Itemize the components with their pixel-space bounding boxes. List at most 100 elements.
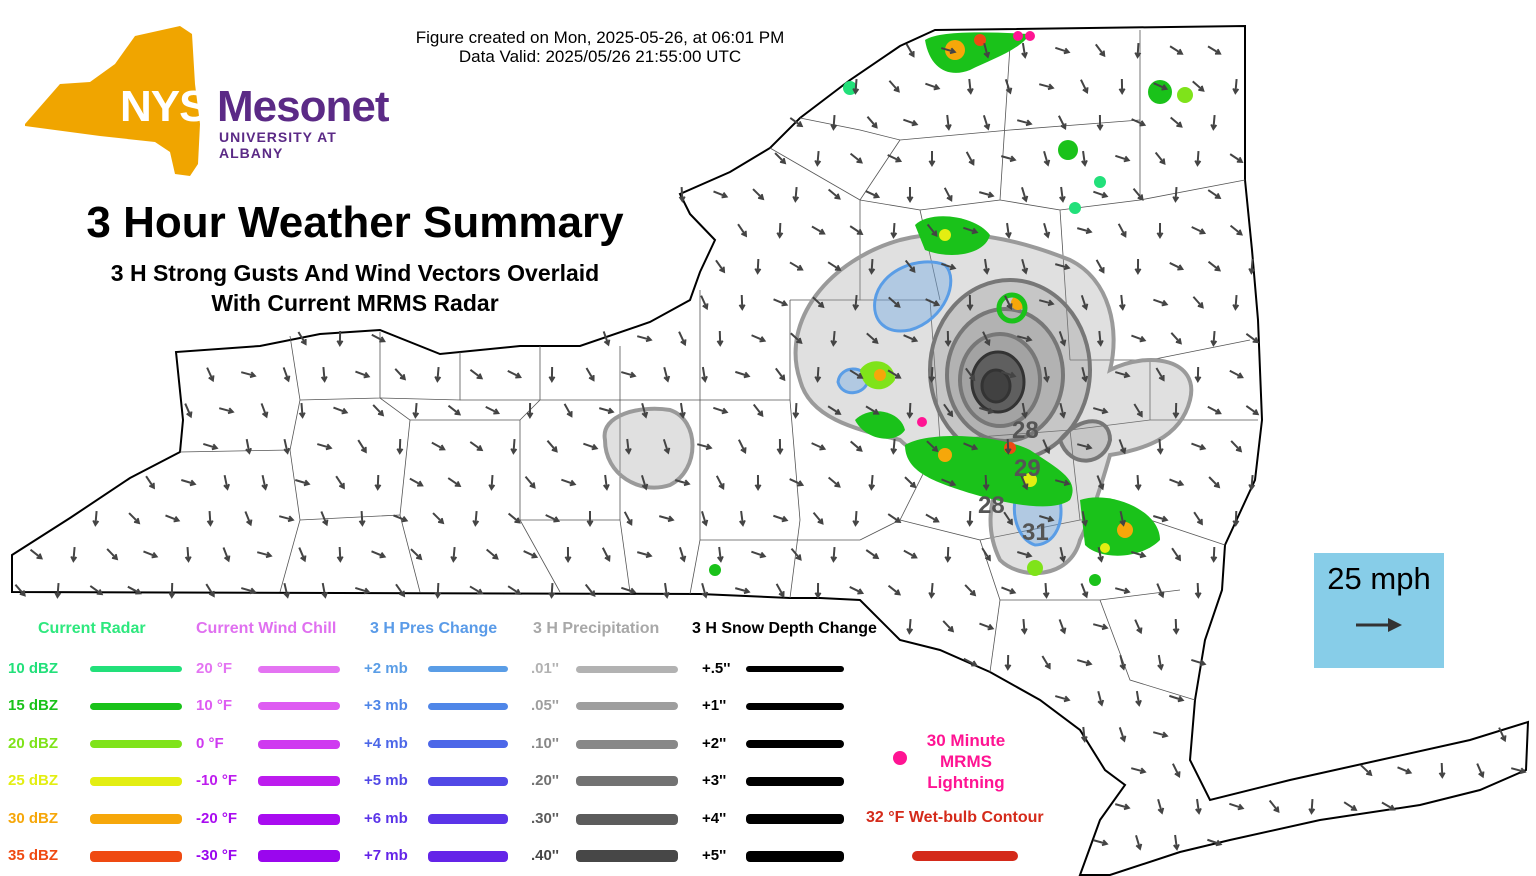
wind-vector-arrow (282, 367, 291, 383)
wind-vector-arrow (737, 439, 747, 455)
nys-state-shape-icon (25, 26, 200, 176)
wind-vector-arrow (906, 402, 914, 419)
wind-vector-arrow (203, 442, 219, 451)
wind-vector-arrow (701, 366, 708, 383)
wind-vector-arrow (548, 366, 556, 383)
wind-vector-arrow (434, 366, 442, 383)
wind-vector-arrow (906, 186, 914, 203)
wind-vector-arrow (696, 443, 713, 451)
wind-vector-arrow (1057, 115, 1067, 130)
wind-vector-arrow (1191, 442, 1207, 451)
wind-vector-arrow (662, 439, 671, 455)
wind-vector-arrow (1210, 330, 1218, 347)
wind-vector-arrow (1169, 262, 1185, 271)
wind-vector-arrow (1005, 222, 1012, 239)
wind-vector-arrow (890, 222, 898, 239)
wind-vector-arrow (1131, 334, 1147, 343)
wind-vector-arrow (623, 511, 633, 526)
wind-vector-arrow (814, 150, 822, 167)
wind-vector-arrow (1245, 405, 1260, 416)
wind-vector-arrow (1192, 80, 1205, 92)
wind-vector-arrow (866, 332, 879, 344)
legend-label-precip: .01'' (531, 660, 559, 677)
wind-vector-arrow (701, 511, 709, 527)
wind-vector-arrow (1207, 838, 1223, 847)
legend-label-pressure: +4 mb (364, 735, 408, 752)
wind-vector-arrow (165, 514, 181, 523)
wind-vector-arrow (982, 331, 991, 347)
wind-vector-arrow (865, 549, 880, 560)
wind-vector-arrow (1080, 295, 1089, 311)
wind-vector-arrow (925, 82, 941, 91)
wind-vector-arrow (827, 188, 841, 200)
wind-vector-arrow (1004, 438, 1012, 455)
wind-vector-arrow (1115, 154, 1131, 163)
wind-vector-arrow (1169, 45, 1184, 55)
wind-vector-arrow (713, 406, 729, 415)
wind-vector-arrow (1134, 474, 1142, 491)
wind-vector-arrow (1156, 583, 1165, 599)
wind-vector-arrow (1092, 623, 1109, 631)
wind-vector-arrow (1169, 478, 1185, 487)
wind-vector-arrow (1001, 370, 1017, 379)
wind-vector-arrow (735, 370, 751, 379)
wind-vector-arrow (774, 152, 787, 165)
wind-vector-arrow (244, 511, 253, 527)
wind-vector-arrow (1135, 835, 1143, 851)
wind-vector-arrow (1169, 694, 1185, 703)
wetbulb-legend-label: 32 °F Wet-bulb Contour (866, 809, 1044, 826)
wind-vector-arrow (663, 366, 671, 383)
wind-vector-arrow (827, 261, 842, 271)
wind-vector-arrow (469, 585, 484, 595)
wind-vector-arrow (754, 474, 762, 491)
wind-vector-arrow (488, 474, 496, 491)
wind-vector-arrow (1248, 474, 1256, 491)
wind-vector-arrow (663, 582, 670, 599)
wind-vector-arrow (715, 259, 726, 274)
wind-vector-arrow (1021, 258, 1029, 275)
wind-vector-arrow (701, 582, 709, 599)
wind-vector-arrow (1132, 187, 1144, 201)
wind-vector-arrow (335, 475, 345, 490)
wind-vector-arrow (738, 510, 746, 527)
legend-line-pressure (428, 776, 508, 786)
wind-vector-arrow (678, 186, 686, 203)
wetbulb-legend-line (912, 851, 1018, 861)
wind-vector-arrow (298, 402, 306, 419)
wind-vector-arrow (866, 116, 878, 129)
arrow-right-icon (1356, 618, 1402, 632)
wind-vector-arrow (1498, 727, 1507, 743)
wind-vector-arrow (1092, 839, 1109, 847)
page-title: 3 Hour Weather Summary (86, 198, 624, 247)
legend-line-pressure (428, 850, 508, 862)
wind-vector-arrow (903, 118, 919, 127)
wind-vector-arrow (1058, 186, 1066, 203)
legend-label-radar: 35 dBZ (8, 847, 59, 864)
wind-vector-arrow (1134, 42, 1142, 59)
legend-line-pressure (428, 702, 508, 710)
lightning-legend-line2: MRMS (940, 752, 992, 771)
legend-label-radar: 30 dBZ (8, 810, 59, 827)
wind-vector-arrow (640, 475, 649, 491)
lightning-legend-label: 30 Minute MRMS Lightning (918, 730, 1014, 793)
wind-vector-arrow (964, 584, 977, 597)
wind-vector-arrow (790, 548, 802, 561)
wind-vector-arrow (358, 510, 366, 527)
wind-vector-arrow (1020, 475, 1029, 491)
wind-vector-arrow (1038, 83, 1055, 91)
wind-vector-arrow (583, 442, 599, 451)
wind-vector-arrow (887, 513, 902, 524)
wind-vector-arrow (434, 582, 442, 599)
wind-vector-arrow (926, 440, 939, 453)
wind-vector-arrow (966, 78, 974, 95)
wind-vector-arrow (283, 438, 291, 455)
wind-vector-arrow (966, 294, 974, 311)
wind-vector-arrow (1153, 298, 1169, 307)
legend-label-windchill: 10 °F (196, 697, 233, 714)
wind-vector-arrow (944, 546, 952, 563)
wind-vector-arrow (983, 42, 991, 59)
wind-vector-arrow (752, 188, 765, 201)
wind-vector-arrow (1173, 834, 1180, 851)
wind-vector-arrow (1118, 727, 1127, 743)
wind-vector-arrow (751, 334, 767, 343)
